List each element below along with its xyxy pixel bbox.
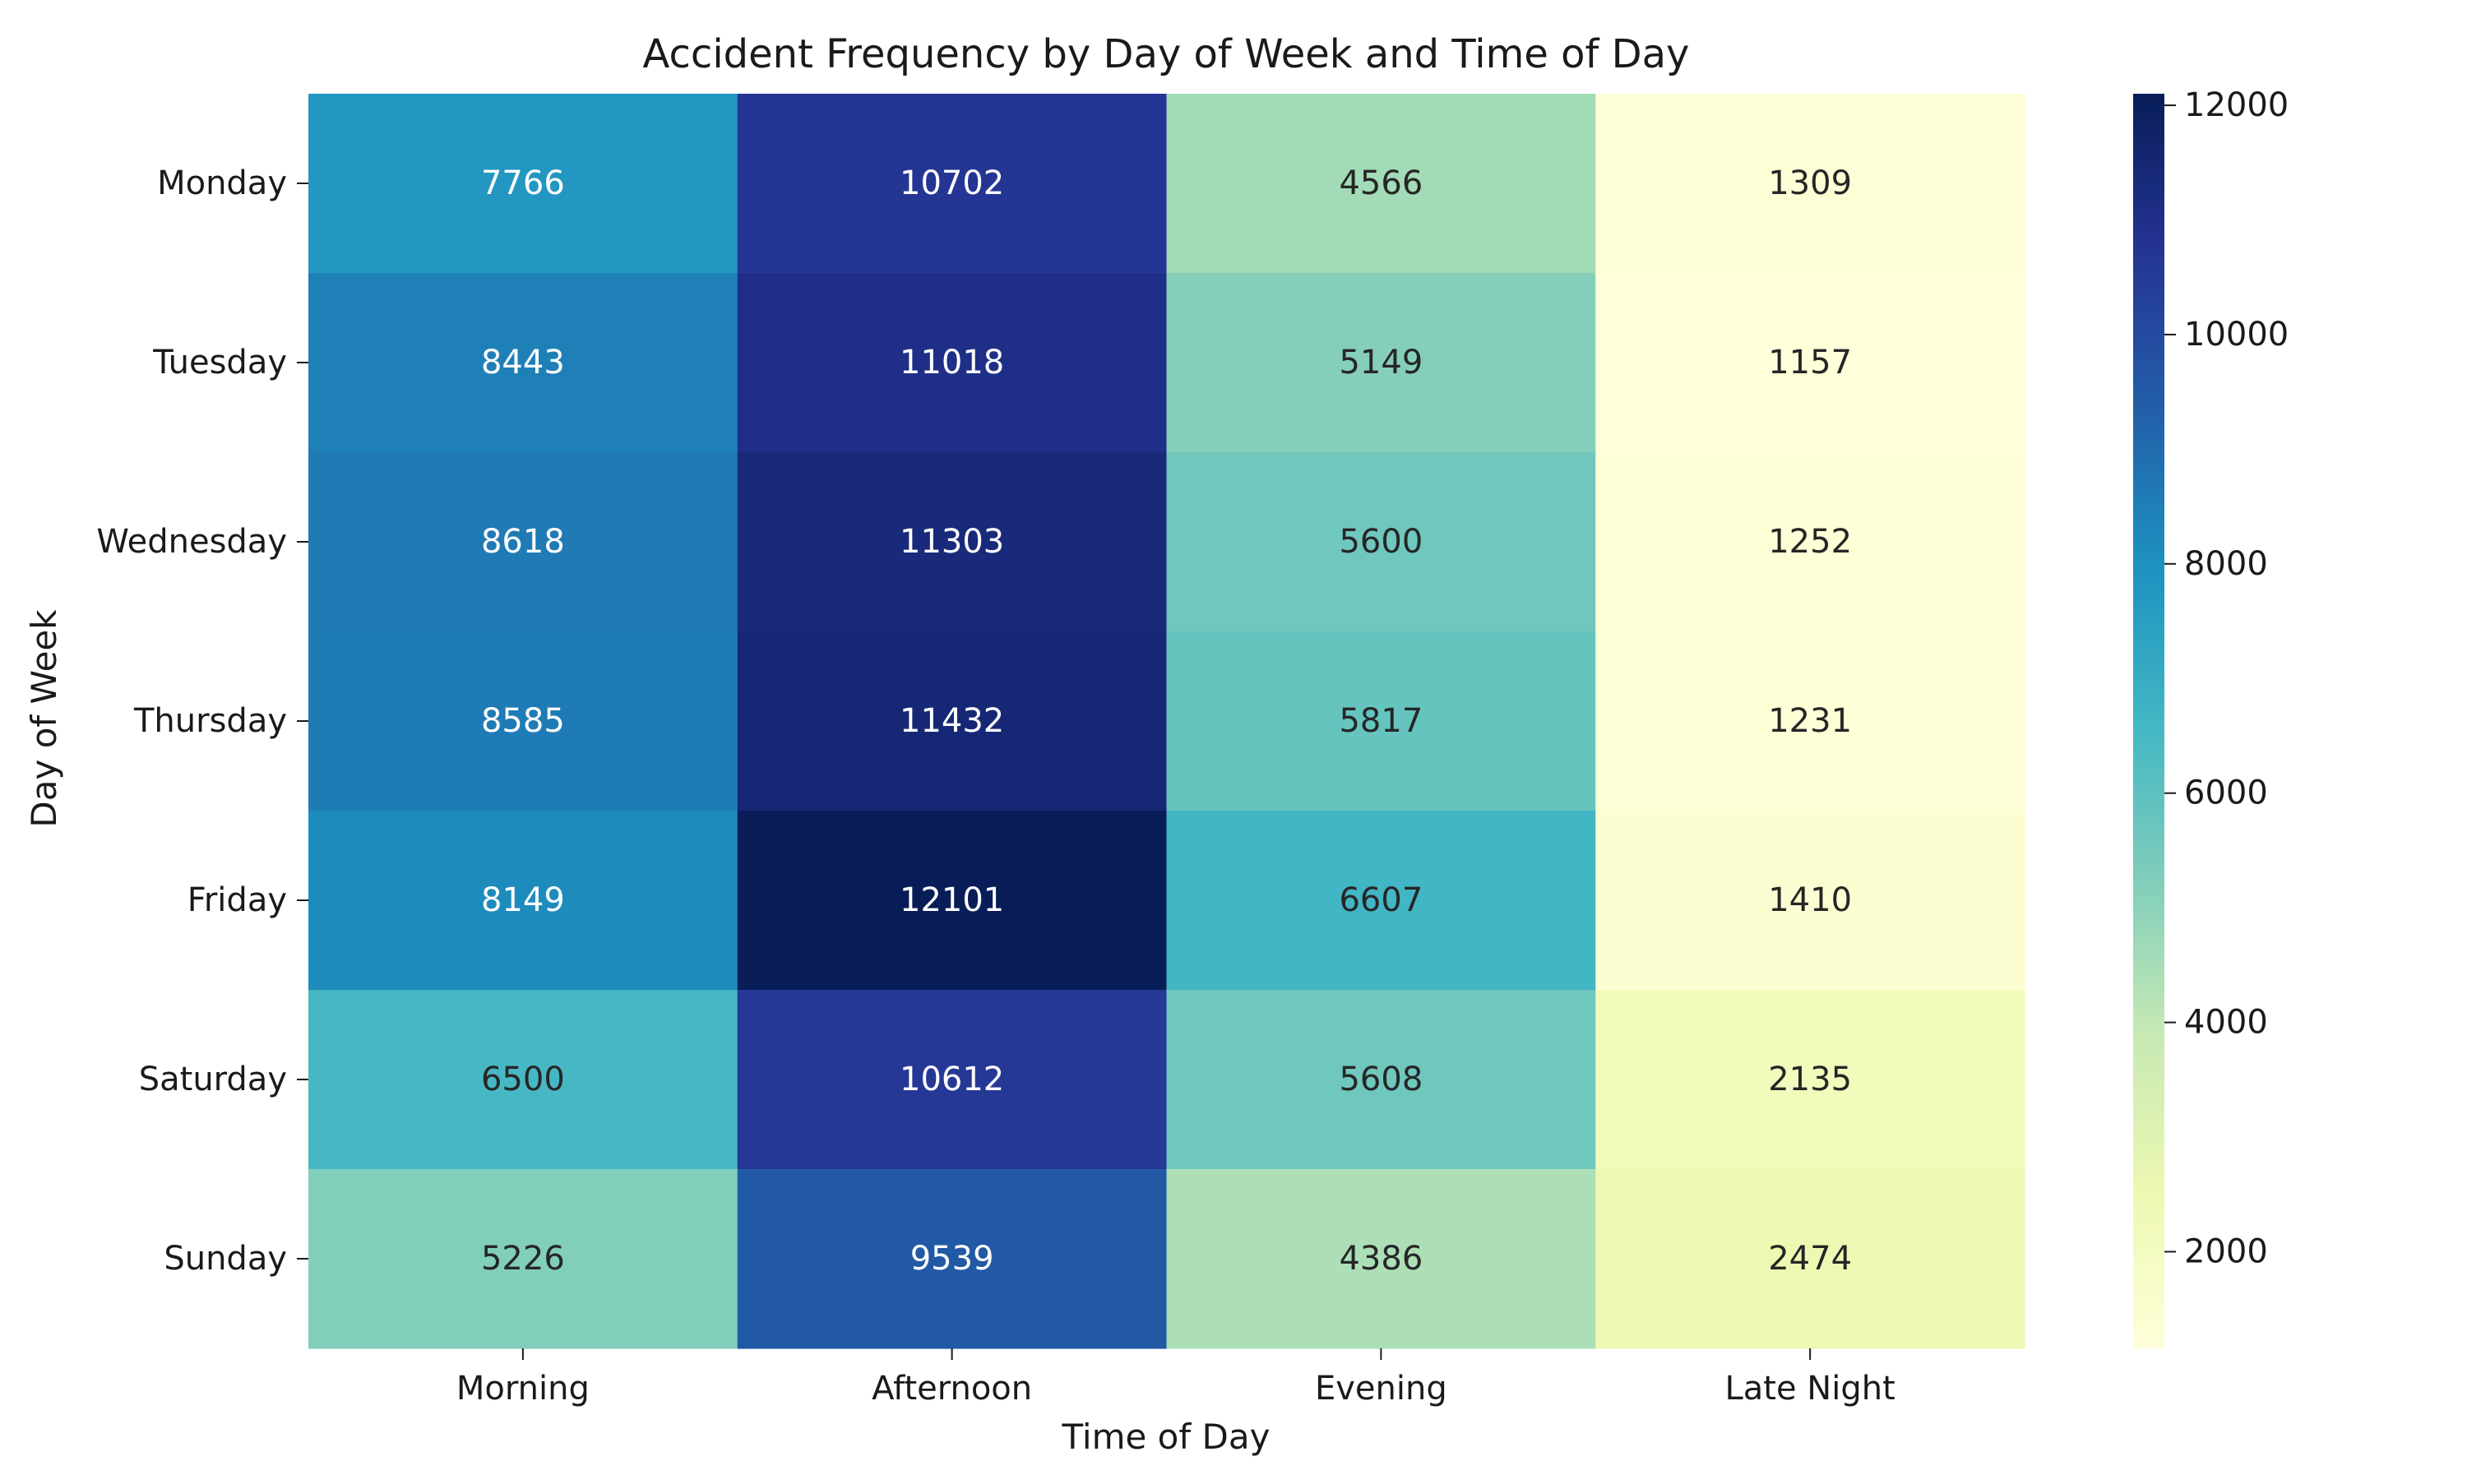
cell-value-label: 8618 bbox=[481, 523, 565, 561]
heatmap-cell bbox=[737, 1169, 1168, 1349]
cell-value-label: 1252 bbox=[1768, 523, 1852, 561]
cell-value-label: 11432 bbox=[900, 702, 1004, 740]
heatmap-cell bbox=[737, 990, 1168, 1170]
heatmap-cell bbox=[1166, 631, 1596, 811]
cell-value-label: 4386 bbox=[1339, 1240, 1423, 1278]
heatmap-cell bbox=[1595, 811, 2025, 991]
y-tick-label: Sunday bbox=[164, 1240, 287, 1278]
cell-value-label: 12101 bbox=[900, 881, 1004, 919]
x-axis-ticks: Morning Afternoon Evening Late Night bbox=[456, 1348, 1895, 1408]
heatmap-cell bbox=[1166, 273, 1596, 453]
y-tick-label: Monday bbox=[157, 164, 287, 202]
x-tick-label: Late Night bbox=[1724, 1370, 1895, 1408]
cell-value-label: 9539 bbox=[910, 1240, 994, 1278]
chart-title: Accident Frequency by Day of Week and Ti… bbox=[643, 31, 1690, 77]
heatmap-cell bbox=[308, 811, 738, 991]
cell-value-label: 10702 bbox=[900, 164, 1004, 202]
heatmap-cell bbox=[1166, 1169, 1596, 1349]
y-axis-label: Day of Week bbox=[24, 609, 64, 828]
colorbar-tick-label: 12000 bbox=[2184, 86, 2289, 124]
heatmap-cell bbox=[308, 631, 738, 811]
cell-value-label: 2135 bbox=[1768, 1061, 1852, 1098]
heatmap-cell bbox=[737, 631, 1168, 811]
cell-value-label: 5600 bbox=[1339, 523, 1423, 561]
colorbar-tick-label: 8000 bbox=[2184, 545, 2268, 583]
colorbar-tick-label: 10000 bbox=[2184, 316, 2289, 354]
cell-value-label: 5226 bbox=[481, 1240, 565, 1278]
colorbar-tick-label: 6000 bbox=[2184, 774, 2268, 812]
colorbar: 2000 4000 6000 8000 10000 12000 bbox=[2133, 86, 2289, 1348]
heatmap-cell bbox=[1595, 990, 2025, 1170]
x-tick-label: Afternoon bbox=[872, 1370, 1032, 1408]
heatmap-cell bbox=[737, 452, 1168, 632]
cell-value-label: 5149 bbox=[1339, 344, 1423, 381]
heatmap-cell bbox=[737, 94, 1168, 274]
y-tick-label: Friday bbox=[187, 881, 287, 919]
colorbar-gradient bbox=[2133, 94, 2164, 1348]
heatmap-cell bbox=[737, 811, 1168, 991]
colorbar-tick-label: 2000 bbox=[2184, 1232, 2268, 1270]
cell-value-label: 8585 bbox=[481, 702, 565, 740]
heatmap-cell bbox=[1595, 1169, 2025, 1349]
cell-value-label: 10612 bbox=[900, 1061, 1004, 1098]
cell-value-label: 1157 bbox=[1768, 344, 1852, 381]
y-tick-label: Thursday bbox=[133, 702, 287, 740]
heatmap-cell bbox=[1166, 811, 1596, 991]
x-axis-label: Time of Day bbox=[1062, 1417, 1271, 1457]
y-tick-label: Tuesday bbox=[152, 344, 287, 381]
cell-value-labels: 7766 10702 4566 1309 8443 11018 5149 1157 8618 11… bbox=[481, 164, 1852, 1278]
colorbar-tick-label: 4000 bbox=[2184, 1004, 2268, 1042]
cell-value-label: 4566 bbox=[1339, 164, 1423, 202]
y-tick-label: Saturday bbox=[139, 1061, 287, 1098]
heatmap-cell bbox=[308, 452, 738, 632]
heatmap-cell bbox=[1595, 631, 2025, 811]
cell-value-label: 11018 bbox=[900, 344, 1004, 381]
cell-value-label: 11303 bbox=[900, 523, 1004, 561]
y-tick-label: Wednesday bbox=[96, 523, 287, 561]
heatmap-cell bbox=[1166, 990, 1596, 1170]
heatmap-cell bbox=[1166, 452, 1596, 632]
heatmap-cell bbox=[308, 1169, 738, 1349]
cell-value-label: 7766 bbox=[481, 164, 565, 202]
cell-value-label: 1410 bbox=[1768, 881, 1852, 919]
heatmap-cell bbox=[1595, 273, 2025, 453]
cell-value-label: 8149 bbox=[481, 881, 565, 919]
x-tick-label: Evening bbox=[1315, 1370, 1447, 1408]
cell-value-label: 2474 bbox=[1768, 1240, 1852, 1278]
y-axis-ticks: Monday Tuesday Wednesday Thursday Friday Satu… bbox=[96, 164, 308, 1278]
x-tick-label: Morning bbox=[456, 1370, 590, 1408]
cell-value-label: 1309 bbox=[1768, 164, 1852, 202]
cell-value-label: 5608 bbox=[1339, 1061, 1423, 1098]
heatmap-cell bbox=[1595, 452, 2025, 632]
heatmap-cell bbox=[737, 273, 1168, 453]
cell-value-label: 6607 bbox=[1339, 881, 1423, 919]
heatmap-cell bbox=[308, 273, 738, 453]
heatmap-cell bbox=[1166, 94, 1596, 274]
heatmap-cell bbox=[308, 94, 738, 274]
cell-value-label: 1231 bbox=[1768, 702, 1852, 740]
cell-value-label: 5817 bbox=[1339, 702, 1423, 740]
cell-value-label: 8443 bbox=[481, 344, 565, 381]
cell-value-label: 6500 bbox=[481, 1061, 565, 1098]
heatmap-cell bbox=[1595, 94, 2025, 274]
heatmap-cells bbox=[308, 94, 2025, 1349]
heatmap-cell bbox=[308, 990, 738, 1170]
